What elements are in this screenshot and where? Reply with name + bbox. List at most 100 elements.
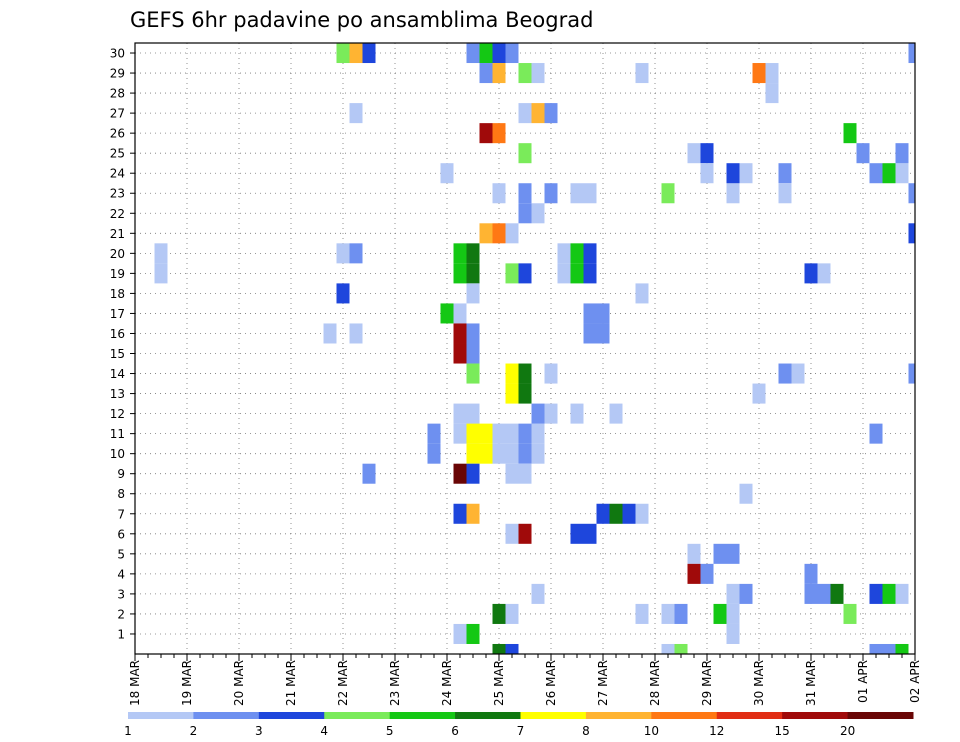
- data-cell: [687, 543, 701, 564]
- plot-frame: [134, 42, 916, 655]
- legend-label: 3: [255, 724, 263, 738]
- data-cell: [700, 163, 714, 184]
- data-cell: [518, 63, 532, 84]
- data-cell: [596, 503, 610, 524]
- data-cell: [427, 423, 441, 444]
- data-cell: [895, 643, 909, 654]
- legend-label: 8: [582, 724, 590, 738]
- data-cell: [726, 583, 740, 604]
- data-cell: [518, 523, 532, 544]
- data-cell: [843, 603, 857, 624]
- legend-swatch: [258, 712, 325, 719]
- data-cell: [778, 183, 792, 204]
- legend-label: 5: [386, 724, 394, 738]
- data-cell: [713, 543, 727, 564]
- x-tick-label: 23 MAR: [388, 660, 402, 706]
- data-cell: [531, 203, 545, 224]
- y-tick-label: 20: [110, 247, 125, 261]
- legend-swatch: [520, 712, 587, 719]
- data-cell: [908, 223, 915, 244]
- data-cell: [895, 163, 909, 184]
- data-cell: [869, 583, 883, 604]
- data-cell: [531, 63, 545, 84]
- x-tick-label: 29 MAR: [700, 660, 714, 706]
- data-cell: [362, 43, 376, 64]
- data-cell: [544, 363, 558, 384]
- data-cell: [466, 403, 480, 424]
- data-cell: [466, 623, 480, 644]
- data-cell: [609, 503, 623, 524]
- data-cell: [557, 243, 571, 264]
- data-cell: [908, 183, 915, 204]
- data-cell: [687, 563, 701, 584]
- y-tick-label: 4: [117, 567, 125, 581]
- data-cell: [583, 303, 597, 324]
- data-cells: [154, 43, 915, 654]
- data-cell: [544, 103, 558, 124]
- data-cell: [726, 603, 740, 624]
- legend-label: 6: [451, 724, 459, 738]
- legend-label: 7: [517, 724, 525, 738]
- data-cell: [505, 443, 519, 464]
- x-tick-label: 02 APR: [908, 660, 922, 703]
- data-cell: [453, 303, 467, 324]
- data-cell: [570, 523, 584, 544]
- x-tick-label: 01 APR: [856, 660, 870, 703]
- data-cell: [830, 583, 844, 604]
- legend-label: 10: [644, 724, 659, 738]
- data-cell: [817, 583, 831, 604]
- data-cell: [518, 383, 532, 404]
- data-cell: [453, 503, 467, 524]
- y-tick-label: 11: [110, 427, 125, 441]
- x-tick-label: 27 MAR: [596, 660, 610, 706]
- x-tick-label: 21 MAR: [284, 660, 298, 706]
- data-cell: [739, 163, 753, 184]
- data-cell: [739, 583, 753, 604]
- legend-swatch: [847, 712, 914, 719]
- data-cell: [505, 43, 519, 64]
- data-cell: [674, 643, 688, 654]
- data-cell: [479, 443, 493, 464]
- data-cell: [882, 643, 896, 654]
- data-cell: [336, 43, 350, 64]
- data-cell: [700, 563, 714, 584]
- data-cell: [570, 243, 584, 264]
- y-tick-label: 8: [117, 487, 125, 501]
- y-tick-label: 18: [110, 287, 125, 301]
- y-tick-label: 25: [110, 147, 125, 161]
- data-cell: [505, 643, 519, 654]
- legend-swatch: [128, 712, 194, 719]
- data-cell: [882, 163, 896, 184]
- legend-swatch: [324, 712, 391, 719]
- y-tick-label: 22: [110, 207, 125, 221]
- data-cell: [466, 463, 480, 484]
- x-tick-label: 20 MAR: [232, 660, 246, 706]
- x-tick-label: 31 MAR: [804, 660, 818, 706]
- y-tick-label: 3: [117, 587, 125, 601]
- data-cell: [804, 583, 818, 604]
- data-cell: [726, 543, 740, 564]
- data-cell: [479, 63, 493, 84]
- data-cell: [518, 183, 532, 204]
- data-cell: [505, 363, 519, 384]
- data-cell: [154, 263, 168, 284]
- data-cell: [453, 323, 467, 344]
- data-cell: [466, 443, 480, 464]
- legend-label: 1: [124, 724, 132, 738]
- data-cell: [583, 323, 597, 344]
- data-cell: [154, 243, 168, 264]
- data-cell: [765, 83, 779, 104]
- data-cell: [505, 523, 519, 544]
- data-cell: [583, 263, 597, 284]
- legend-swatch: [455, 712, 521, 719]
- data-cell: [505, 223, 519, 244]
- data-cell: [349, 243, 363, 264]
- x-tick-label: 30 MAR: [752, 660, 766, 706]
- data-cell: [908, 43, 915, 64]
- data-cell: [505, 383, 519, 404]
- data-cell: [505, 423, 519, 444]
- data-cell: [726, 623, 740, 644]
- legend-label: 4: [320, 724, 328, 738]
- x-tick-label: 18 MAR: [128, 660, 142, 706]
- data-cell: [583, 243, 597, 264]
